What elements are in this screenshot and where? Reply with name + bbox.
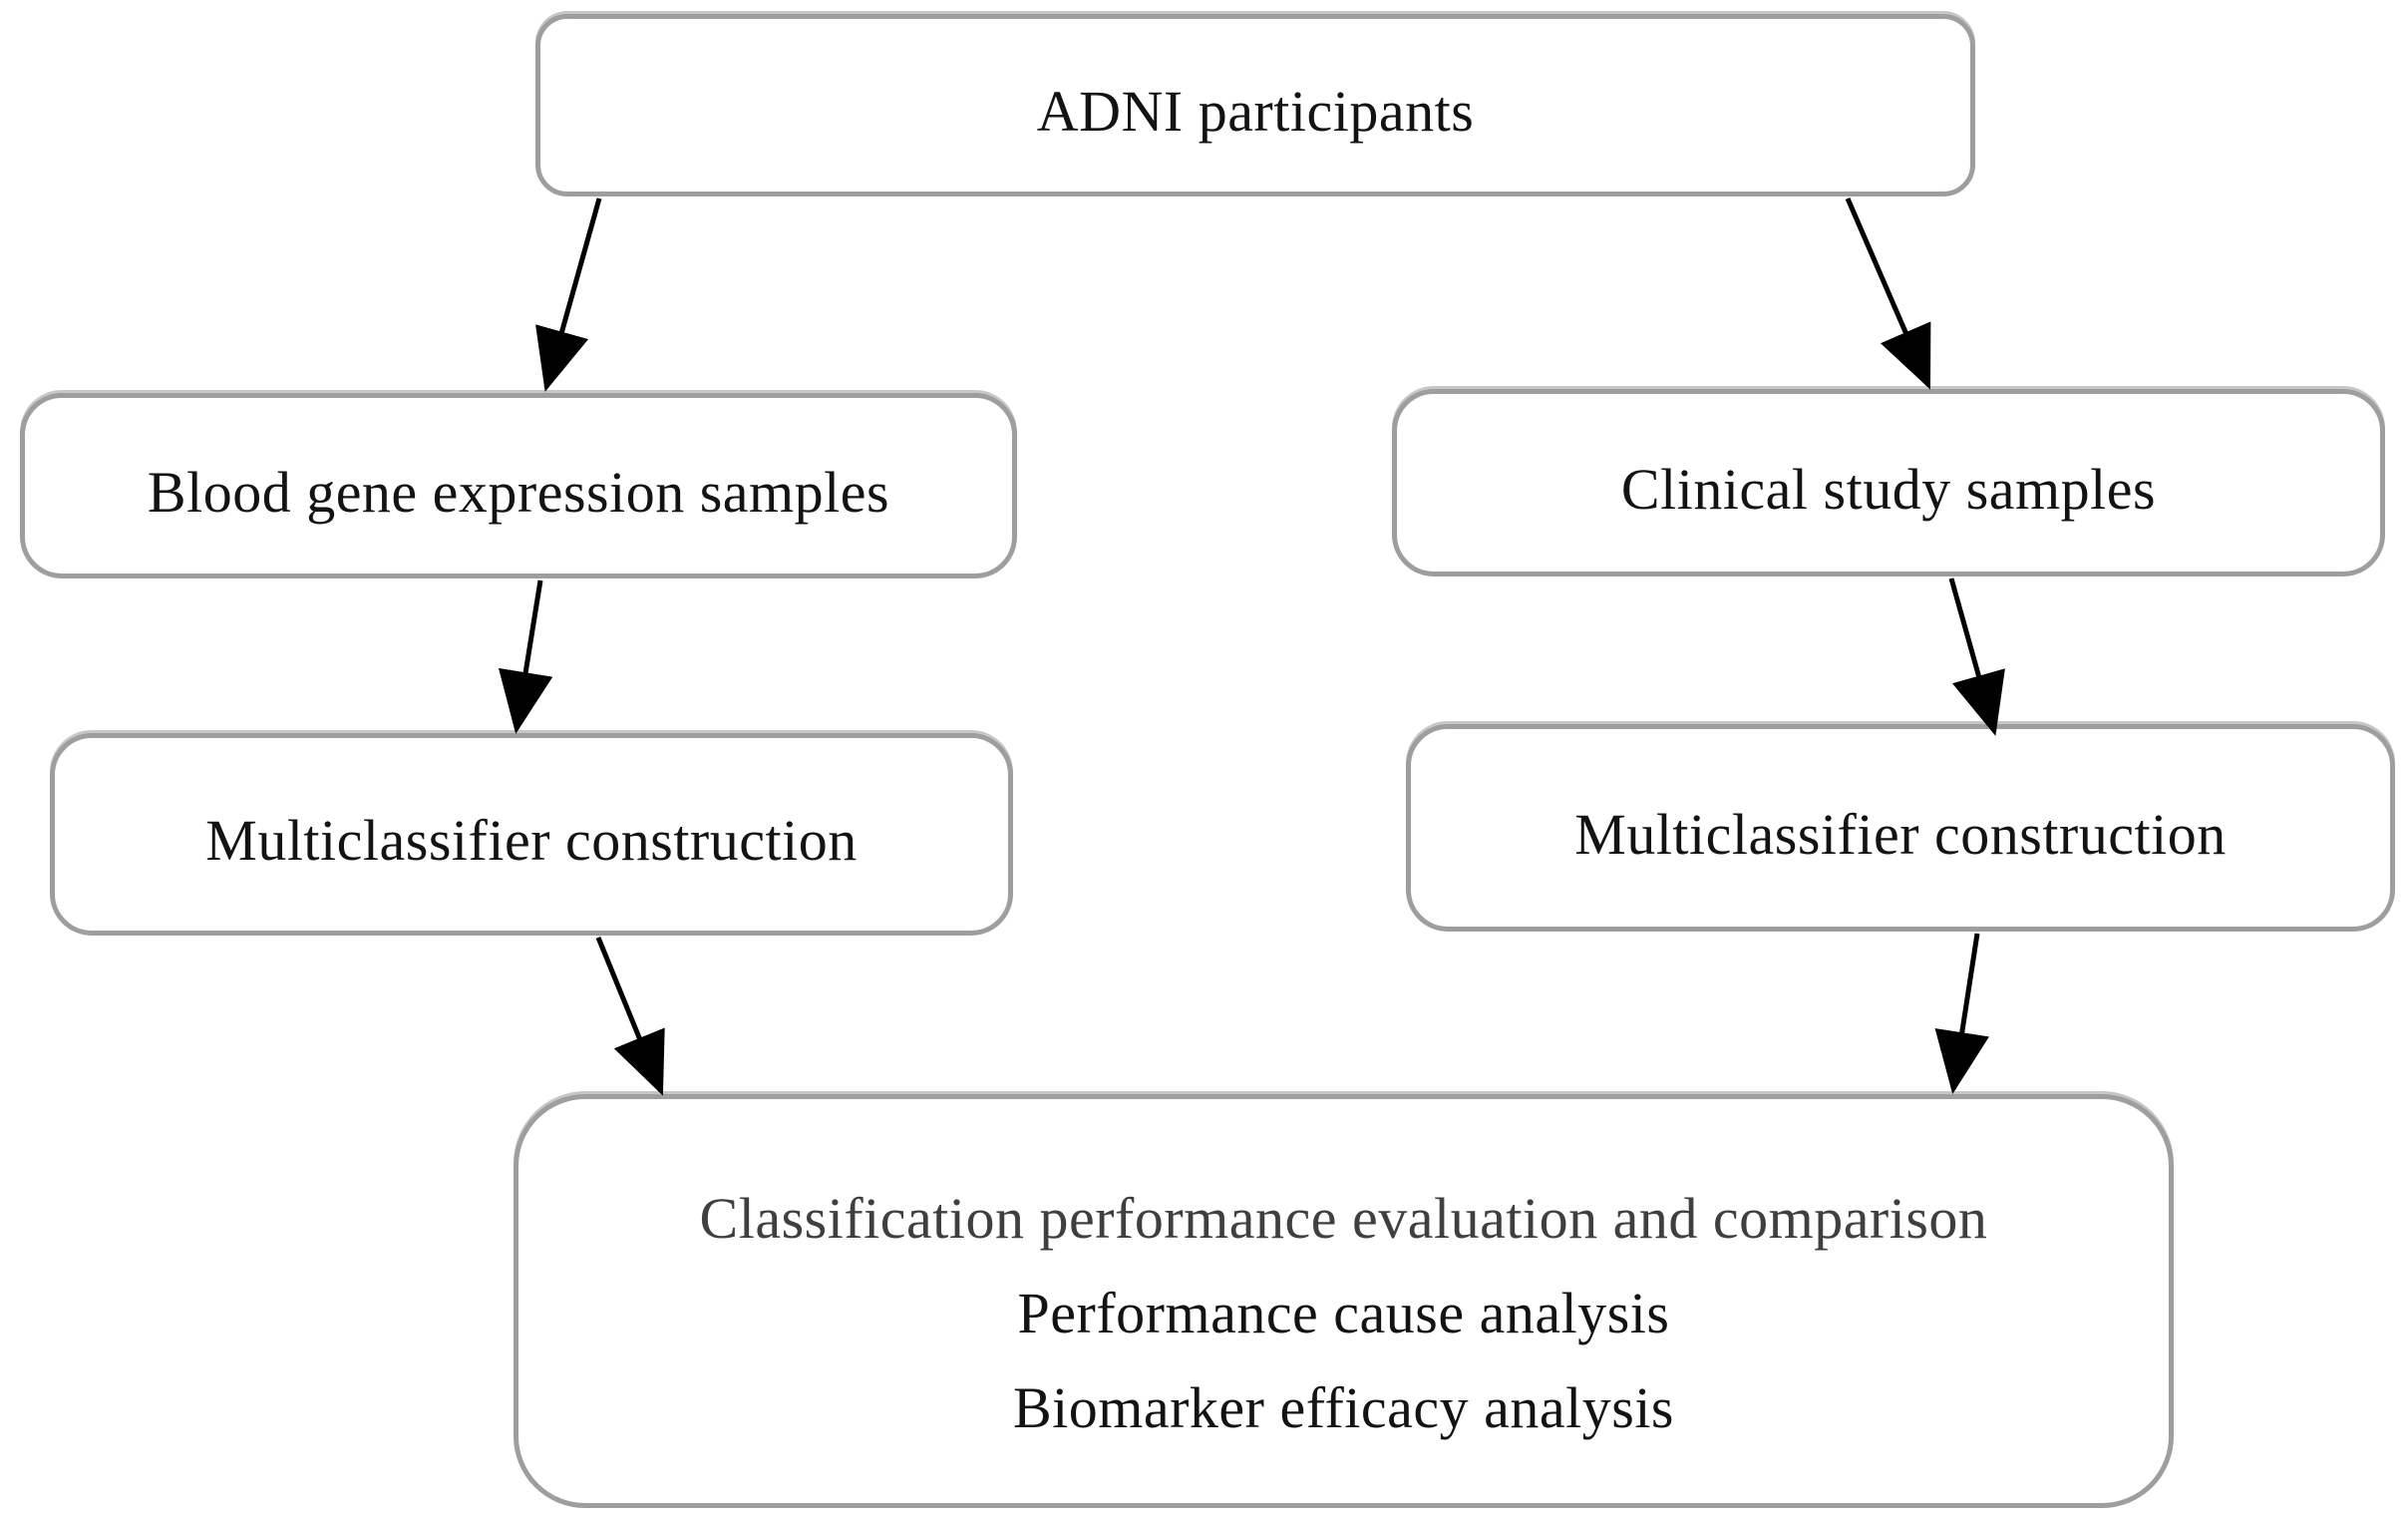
node-blood-gene-expression-samples: Blood gene expression samples [20, 393, 1017, 578]
arrow-clinical-to-multiclassifier-right [1948, 577, 2005, 736]
arrow-adni-to-blood [535, 197, 602, 392]
node-multiclassifier-construction-right: Multiclassifier construction [1406, 724, 2395, 932]
node-adni-participants: ADNI participants [535, 14, 1975, 196]
arrow-multiclassifier-left-to-evaluation [595, 937, 665, 1096]
node-label: Blood gene expression samples [147, 459, 890, 525]
node-evaluation-and-analysis: Classification performance evaluation an… [514, 1094, 2174, 1508]
arrow-adni-to-clinical [1845, 197, 1931, 390]
node-label: Clinical study samples [1620, 456, 2157, 522]
node-multiclassifier-construction-left: Multiclassifier construction [50, 733, 1013, 936]
evaluation-line-2: Performance cause analysis [1017, 1281, 1670, 1346]
node-clinical-study-samples: Clinical study samples [1392, 389, 2385, 576]
node-label: ADNI participants [1036, 79, 1475, 145]
node-label: Multiclassifier construction [1574, 801, 2227, 867]
node-label: Multiclassifier construction [205, 808, 858, 874]
arrow-blood-to-multiclassifier-left [498, 579, 553, 734]
arrow-multiclassifier-right-to-evaluation [1934, 933, 1989, 1094]
evaluation-line-1: Classification performance evaluation an… [699, 1186, 1988, 1252]
evaluation-lines: Classification performance evaluation an… [700, 1163, 1988, 1439]
evaluation-line-3: Biomarker efficacy analysis [1012, 1374, 1675, 1440]
